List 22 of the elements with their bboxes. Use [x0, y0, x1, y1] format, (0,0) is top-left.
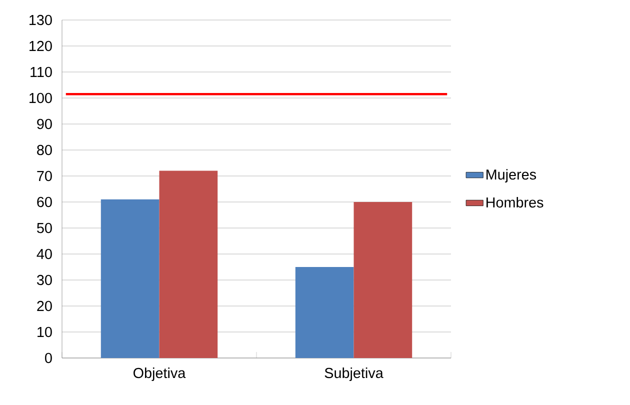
y-tick-label: 40 [36, 248, 52, 260]
bar [295, 267, 354, 358]
bar [354, 202, 412, 358]
y-tick-label: 70 [37, 170, 52, 182]
y-tick-label: 0 [45, 352, 52, 364]
y-tick-label: 50 [37, 222, 52, 234]
y-tick-label: 20 [37, 300, 52, 312]
legend-label: Mujeres [486, 169, 536, 182]
y-tick-label: 80 [37, 144, 52, 156]
bar [100, 199, 160, 358]
y-tick-label: 10 [38, 326, 52, 338]
y-tick-label: 60 [37, 196, 52, 208]
y-tick-label: 30 [37, 274, 52, 286]
x-tick-label: Objetiva [134, 368, 186, 381]
y-tick-label: 110 [30, 66, 52, 78]
x-tick-label: Subjetiva [324, 368, 384, 381]
y-tick-label: 90 [37, 118, 52, 130]
y-tick-label: 120 [30, 40, 52, 52]
y-tick-label: 100 [30, 92, 52, 104]
legend-label: Hombres [486, 197, 544, 208]
bar [159, 170, 218, 358]
y-tick-label: 130 [30, 14, 52, 26]
